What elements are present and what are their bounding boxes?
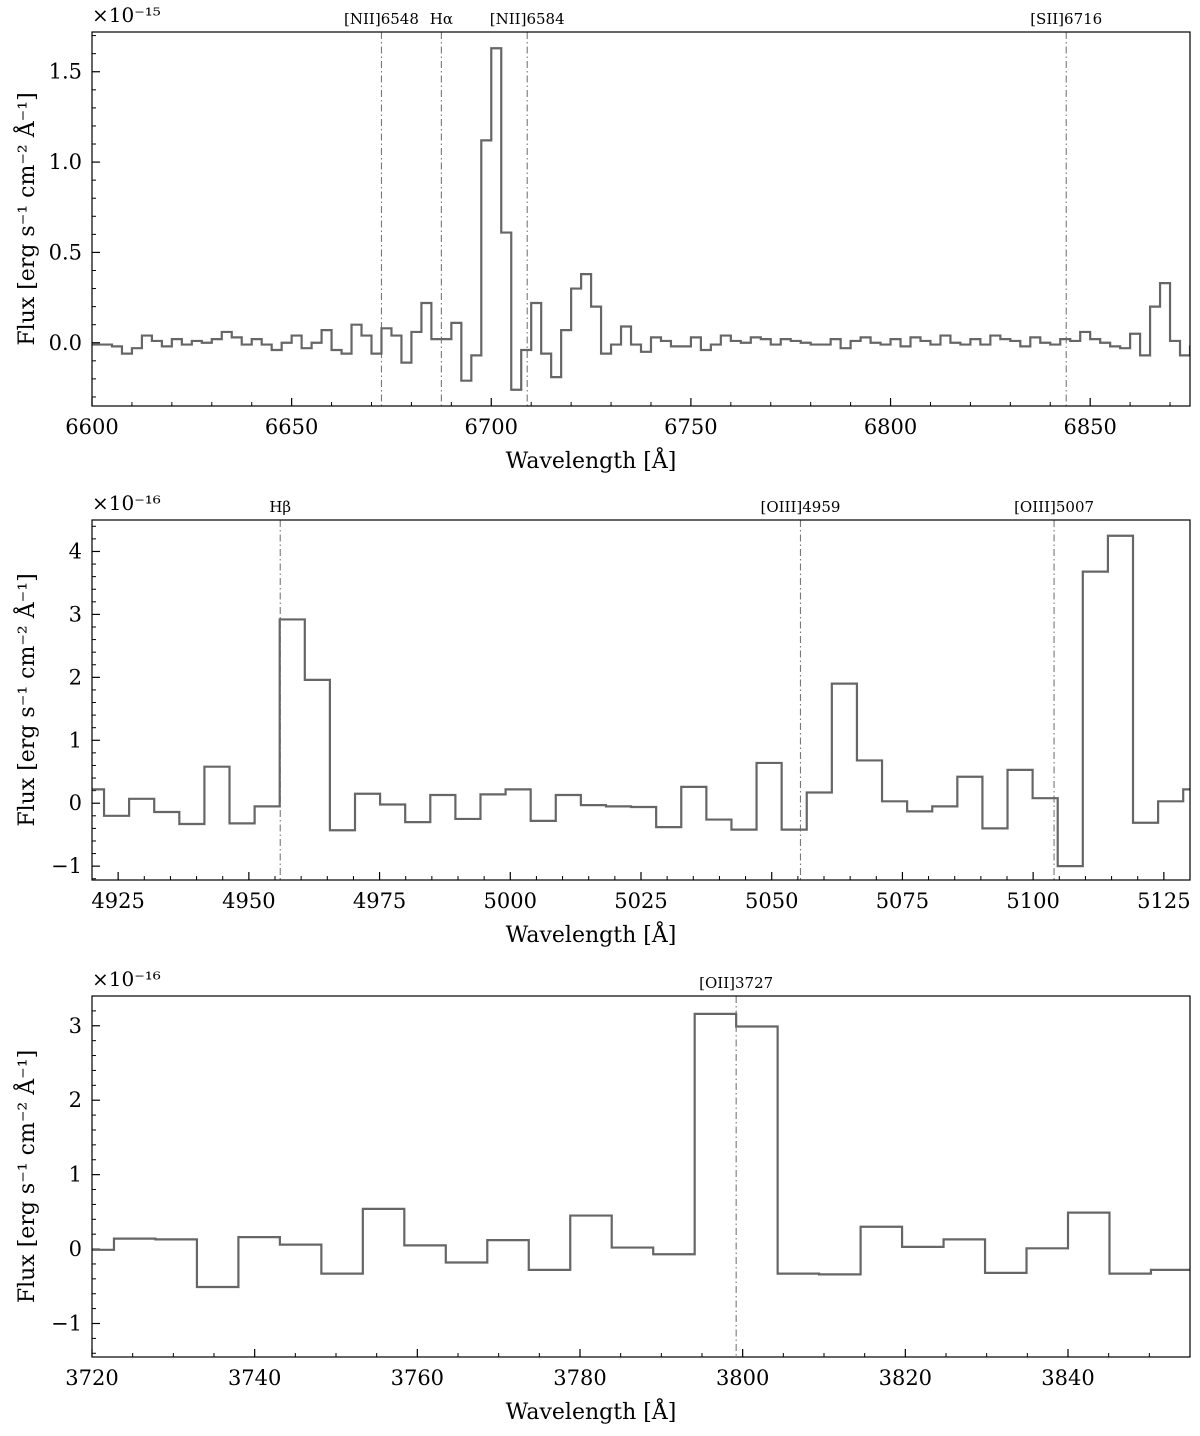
- x-tick-label: 3820: [879, 1366, 932, 1390]
- chart-panel-1: 6600 6650 6700 6750 6800 6850 0.0 0.5 1.0 1.5 [NII…: [12, 3, 1191, 474]
- x-tick-label: 4950: [222, 889, 275, 913]
- x-tick-label: 3800: [716, 1366, 769, 1390]
- x-axis-label: Wavelength [Å]: [506, 1397, 677, 1425]
- y-tick-label: −1: [51, 854, 82, 878]
- x-tick-label: 4975: [353, 889, 406, 913]
- x-tick-label: 6650: [265, 415, 318, 439]
- emission-line-label: [SII]6716: [1030, 10, 1102, 28]
- y-tick-label: −1: [51, 1312, 82, 1336]
- y-tick-label: 1.0: [49, 150, 82, 174]
- y-tick-label: 4: [69, 539, 82, 563]
- y-axis-label: Flux [erg s⁻¹ cm⁻² Å⁻¹]: [12, 92, 40, 345]
- plot-frame: [91, 519, 1191, 881]
- x-tick-label: 6750: [664, 415, 717, 439]
- spectrum-step-line: [92, 534, 1190, 868]
- emission-line-label: Hβ: [269, 498, 291, 516]
- x-tick-label: 6850: [1063, 415, 1116, 439]
- x-tick-label: 5025: [614, 889, 667, 913]
- y-tick-label: 0: [69, 1237, 82, 1261]
- chart-panel-2: 4925 4950 4975 5000 5025 5050 5075 5100 5125 −1 0 1…: [12, 491, 1191, 948]
- plot-frame: [91, 31, 1191, 407]
- x-tick-label: 5125: [1137, 889, 1190, 913]
- y-scale-offset: ×10⁻¹⁶: [92, 967, 161, 991]
- spectrum-step-line: [92, 1012, 1190, 1289]
- y-tick-label: 1: [69, 1163, 82, 1187]
- x-tick-label: 4925: [91, 889, 144, 913]
- y-tick-label: 3: [69, 1014, 82, 1038]
- x-tick-label: 5100: [1006, 889, 1059, 913]
- chart-panel-3: 3720 3740 3760 3780 3800 3820 3840 −1 0 1 2 3 [OII]3…: [12, 967, 1191, 1425]
- x-tick-label: 3760: [391, 1366, 444, 1390]
- y-tick-label: 0.0: [49, 331, 82, 355]
- plot-frame: [91, 995, 1191, 1358]
- x-tick-label: 5075: [876, 889, 929, 913]
- x-tick-label: 5000: [484, 889, 537, 913]
- y-tick-label: 1: [69, 728, 82, 752]
- y-scale-offset: ×10⁻¹⁶: [92, 491, 161, 515]
- x-tick-label: 3740: [228, 1366, 281, 1390]
- x-tick-label: 3840: [1041, 1366, 1094, 1390]
- y-tick-label: 2: [69, 1088, 82, 1112]
- emission-line-label: Hα: [430, 10, 453, 28]
- y-axis-label: Flux [erg s⁻¹ cm⁻² Å⁻¹]: [12, 573, 40, 826]
- y-scale-offset: ×10⁻¹⁵: [92, 3, 161, 27]
- emission-line-label: [NII]6584: [490, 10, 565, 28]
- x-tick-label: 3780: [553, 1366, 606, 1390]
- y-axis-label: Flux [erg s⁻¹ cm⁻² Å⁻¹]: [12, 1050, 40, 1303]
- emission-line-label: [OIII]5007: [1014, 498, 1094, 516]
- spectrum-step-line: [92, 47, 1190, 391]
- emission-line-label: [OIII]4959: [760, 498, 840, 516]
- y-tick-label: 0: [69, 791, 82, 815]
- y-tick-label: 3: [69, 602, 82, 626]
- y-tick-label: 2: [69, 665, 82, 689]
- x-tick-label: 6800: [864, 415, 917, 439]
- x-axis-label: Wavelength [Å]: [506, 446, 677, 474]
- x-tick-label: 6700: [465, 415, 518, 439]
- emission-line-label: [OII]3727: [699, 974, 773, 992]
- x-tick-label: 3720: [65, 1366, 118, 1390]
- y-tick-label: 0.5: [49, 240, 82, 264]
- x-tick-label: 6600: [65, 415, 118, 439]
- y-tick-label: 1.5: [49, 60, 82, 84]
- emission-line-label: [NII]6548: [344, 10, 419, 28]
- x-axis-label: Wavelength [Å]: [506, 920, 677, 948]
- x-tick-label: 5050: [745, 889, 798, 913]
